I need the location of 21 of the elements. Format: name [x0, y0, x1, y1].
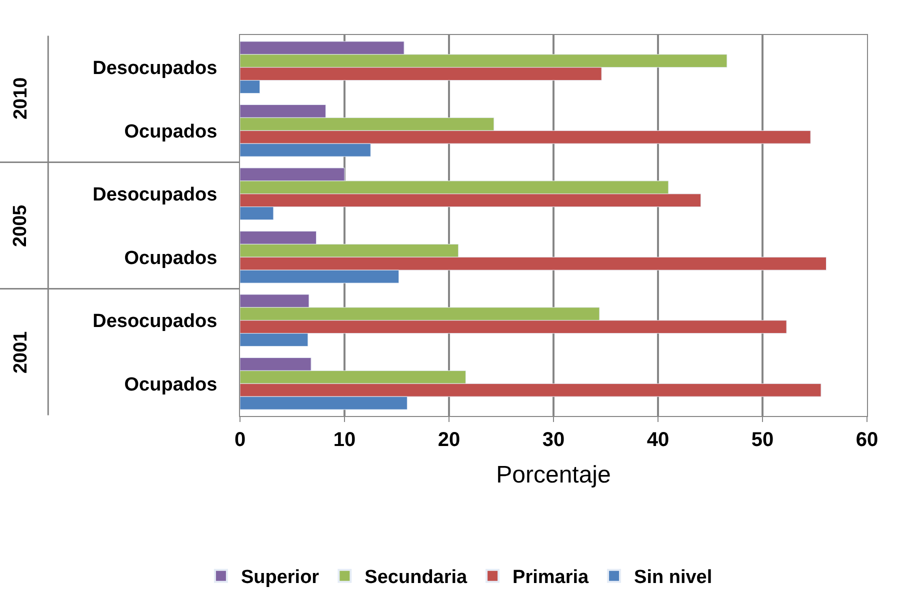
legend-label: Superior — [240, 567, 320, 588]
y-tick-label: Desocupados — [92, 58, 218, 80]
text: 2010 — [10, 77, 32, 120]
x-tick-label: 30 — [542, 429, 565, 451]
text: 2005 — [10, 204, 32, 248]
text: 2001 — [10, 330, 32, 374]
x-axis-title: Porcentaje — [496, 461, 611, 488]
legend-label: Sin nivel — [634, 567, 712, 588]
x-tick-label: 20 — [438, 429, 460, 451]
legend-label: Primaria — [512, 567, 590, 588]
x-tick-label: 50 — [751, 429, 774, 451]
x-tick-label: 10 — [333, 429, 356, 451]
y-tick-label: Ocupados — [124, 374, 218, 396]
x-tick-label: 40 — [646, 429, 670, 451]
y-tick-label: Ocupados — [124, 248, 218, 269]
legend-label: Secundaria — [364, 567, 468, 588]
y-tick-label: Ocupados — [124, 121, 218, 142]
y-tick-label: Desocupados — [92, 184, 218, 206]
y-tick-label: Desocupados — [92, 311, 218, 332]
x-tick-label: 60 — [856, 429, 878, 451]
x-tick-label: 0 — [234, 429, 246, 451]
